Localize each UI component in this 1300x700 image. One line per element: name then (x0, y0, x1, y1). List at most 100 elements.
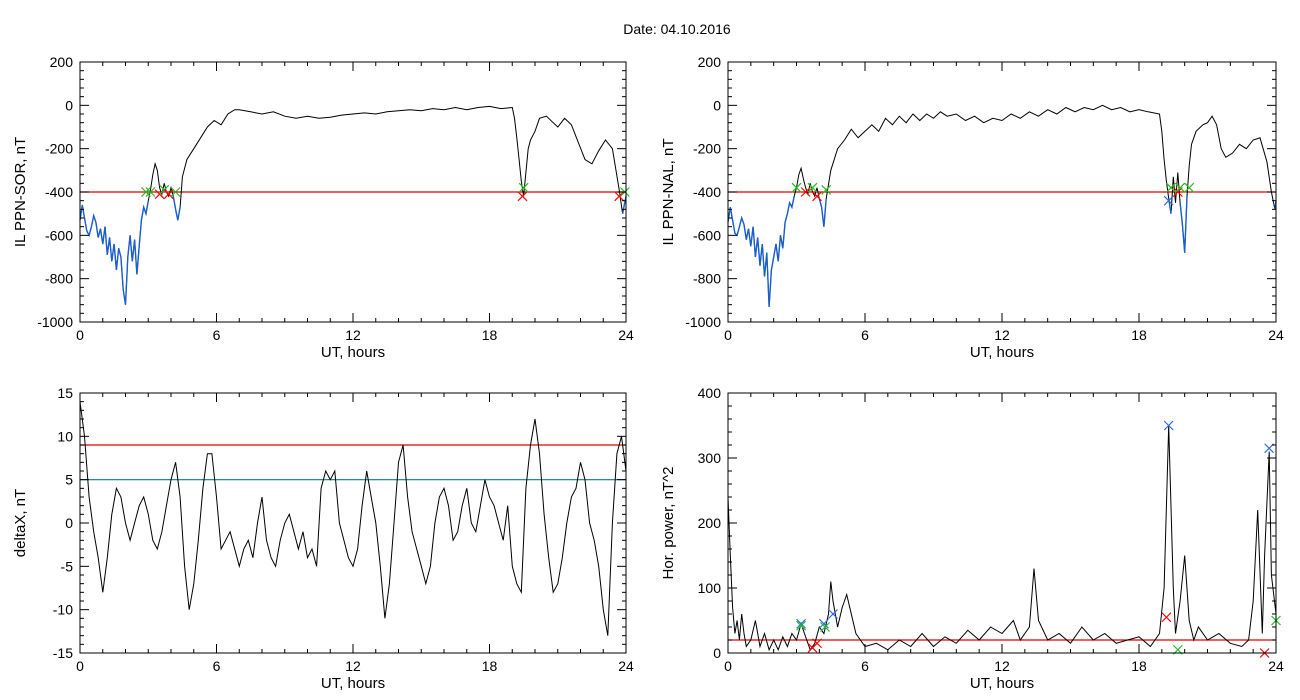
y-tick-label: 0 (713, 645, 721, 661)
below-threshold-trace (1179, 196, 1188, 253)
y-tick-label: 0 (65, 515, 73, 531)
y-tick-label: -800 (45, 271, 73, 287)
x-tick-label: 24 (618, 327, 634, 343)
y-tick-label: -1000 (685, 314, 721, 330)
event-marker (170, 187, 181, 197)
event-marker (1161, 612, 1172, 623)
x-tick-label: 6 (213, 327, 221, 343)
marker-stroke (828, 609, 838, 619)
event-marker (800, 187, 811, 197)
plot-frame (79, 392, 627, 654)
y-tick-label: 200 (698, 54, 722, 70)
x-tick-label: 0 (724, 658, 732, 674)
event-marker (791, 182, 802, 193)
y-tick-label: 10 (57, 428, 73, 444)
y-tick-label: -400 (45, 184, 73, 200)
y-tick-label: 0 (713, 97, 721, 113)
x-tick-label: 6 (213, 658, 221, 674)
y-tick-label: 200 (698, 515, 722, 531)
x-tick-label: 24 (618, 658, 634, 674)
marker-stroke (1163, 195, 1174, 206)
x-tick-label: 18 (1131, 658, 1147, 674)
y-tick-label: -10 (53, 602, 73, 618)
y-axis-label: IL PPN-NAL, nT (660, 139, 677, 246)
marker-stroke (141, 187, 151, 197)
event-marker (821, 184, 832, 195)
event-marker (828, 609, 838, 619)
y-tick-label: 15 (57, 385, 73, 401)
marker-stroke (791, 182, 802, 193)
marker-stroke (163, 189, 174, 200)
marker-stroke (1161, 612, 1172, 623)
below-threshold-trace (727, 196, 795, 307)
x-tick-label: 12 (994, 327, 1010, 343)
event-marker (807, 182, 818, 193)
marker-stroke (821, 184, 832, 195)
x-axis-label: UT, hours (321, 344, 385, 361)
event-marker (517, 191, 528, 202)
event-marker (1166, 182, 1176, 193)
marker-stroke (614, 191, 625, 202)
x-axis-label: UT, hours (970, 675, 1034, 692)
y-axis-label: deltaX, nT (12, 489, 29, 557)
y-tick-label: -200 (693, 141, 721, 157)
event-marker (796, 618, 806, 629)
y-tick-label: 5 (65, 472, 73, 488)
chart-nal: 0 6 12 18 24 200 0 -200 -400 -600 -800 -1000 UT, hou… (660, 54, 1284, 361)
y-axis-label: Hor. power, nT^2 (660, 467, 677, 580)
x-tick-label: 12 (994, 658, 1010, 674)
chart-power: 0 6 12 18 24 400 300 200 100 0 UT, hours Hor. power… (660, 385, 1284, 692)
marker-stroke (1166, 182, 1176, 193)
event-marker (145, 187, 156, 197)
y-tick-label: 100 (698, 580, 722, 596)
marker-stroke (820, 622, 830, 632)
marker-stroke (818, 618, 829, 629)
data-trace (79, 401, 627, 636)
x-tick-label: 24 (1268, 327, 1284, 343)
chart-deltax: 0 6 12 18 24 15 10 5 0 -5 -10 -15 UT, hours deltaX, n… (12, 385, 634, 692)
data-trace (727, 104, 1277, 307)
y-axis-label: IL PPN-SOR, nT (12, 137, 29, 247)
marker-stroke (1184, 182, 1195, 193)
x-axis-label: UT, hours (970, 344, 1034, 361)
x-tick-label: 12 (345, 658, 361, 674)
marker-stroke (170, 187, 181, 197)
y-tick-label: 0 (65, 97, 73, 113)
event-marker (820, 622, 830, 632)
event-marker (796, 620, 806, 631)
marker-stroke (812, 638, 822, 649)
x-tick-label: 0 (76, 658, 84, 674)
marker-stroke (796, 620, 806, 631)
x-tick-label: 0 (724, 327, 732, 343)
x-tick-label: 6 (861, 327, 869, 343)
x-tick-label: 18 (482, 327, 498, 343)
marker-stroke (518, 182, 529, 193)
marker-stroke (812, 191, 822, 202)
event-marker (818, 618, 829, 629)
x-tick-label: 6 (861, 658, 869, 674)
below-threshold-trace (79, 200, 149, 305)
y-tick-label: -600 (45, 227, 73, 243)
event-marker (614, 191, 625, 202)
data-trace (79, 105, 627, 305)
x-tick-label: 12 (345, 327, 361, 343)
marker-stroke (1163, 420, 1174, 431)
marker-stroke (796, 618, 806, 629)
event-marker (812, 638, 822, 649)
event-marker (518, 182, 529, 193)
plot-frame (727, 392, 1277, 654)
marker-stroke (800, 187, 811, 197)
y-tick-label: -400 (693, 184, 721, 200)
event-marker (1175, 182, 1186, 193)
marker-stroke (807, 182, 818, 193)
below-threshold-trace (818, 198, 827, 227)
below-threshold-trace (621, 196, 627, 214)
y-tick-label: 400 (698, 385, 722, 401)
y-tick-label: -5 (61, 558, 74, 574)
marker-stroke (1175, 182, 1186, 193)
marker-stroke (145, 187, 156, 197)
x-tick-label: 24 (1268, 658, 1284, 674)
data-trace (727, 425, 1277, 652)
